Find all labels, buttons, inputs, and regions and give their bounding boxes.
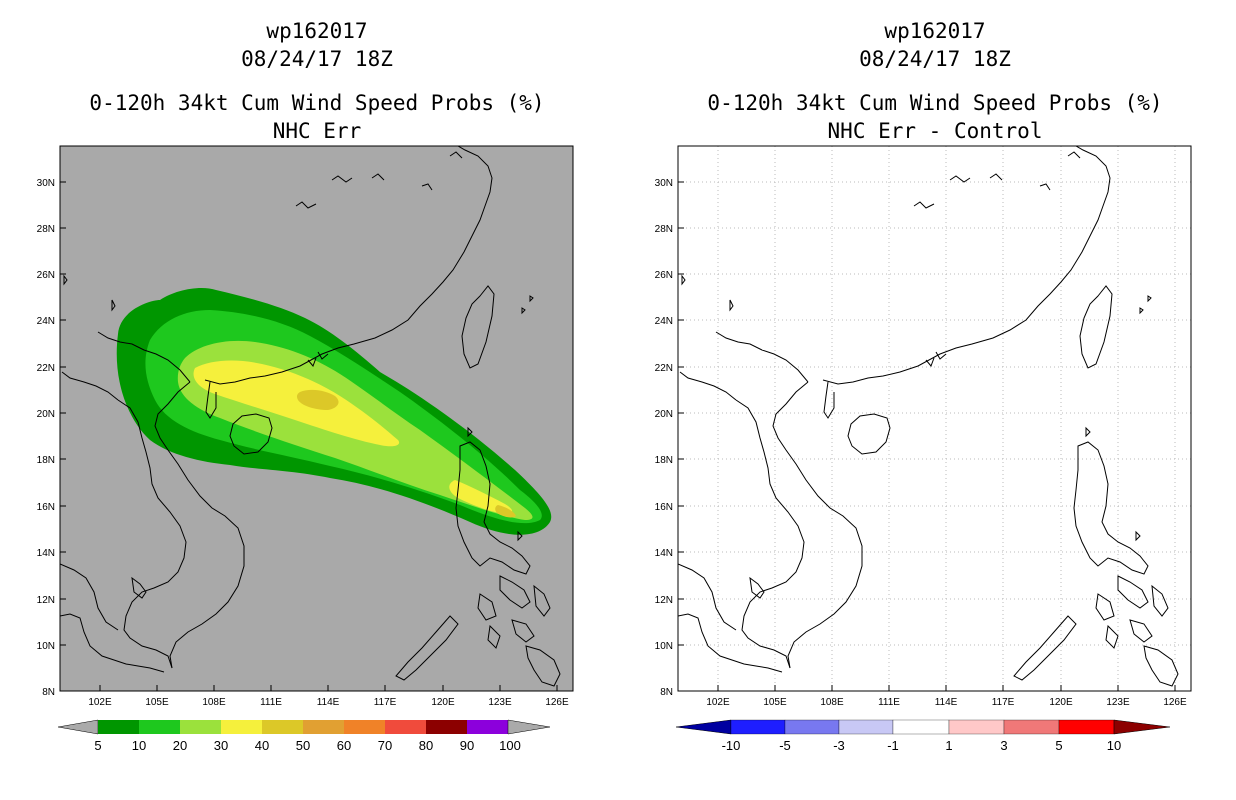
left-colorbar-cell [98,720,139,734]
right-datetime: 08/24/17 18Z [859,47,1011,71]
right-colorbar-label: -3 [833,738,845,753]
right-lat-label: 12N [655,595,673,606]
left-colorbar-cell [180,720,221,734]
left-lat-label: 28N [37,224,55,235]
left-colorbar-cell [262,720,303,734]
right-lat-label: 24N [655,316,673,327]
right-colorbar-label: -5 [779,738,791,753]
left-colorbar-label: 40 [255,738,269,753]
left-colorbar-label: 50 [296,738,310,753]
left-lon-label: 108E [202,697,226,708]
right-lon-label: 123E [1106,697,1130,708]
left-map: 30N 28N 26N 24N 22N 20N 18N 16N 14N 12N … [37,145,574,708]
left-lon-label: 120E [431,697,455,708]
left-lon-label: 114E [317,697,340,708]
left-colorbar-label: 20 [173,738,187,753]
right-colorbar-label: 10 [1107,738,1121,753]
left-subtitle: NHC Err [272,119,362,143]
left-lat-label: 14N [37,548,55,559]
right-colorbar-label: 5 [1055,738,1062,753]
right-colorbar-cell [730,719,786,735]
left-lat-label: 12N [37,595,55,606]
left-lon-label: 105E [145,697,169,708]
right-subtitle: NHC Err - Control [827,119,1043,143]
left-lon-label: 126E [545,697,569,708]
right-colorbar: -10 -5 -3 -1 1 3 5 10 [675,719,1171,753]
right-colorbar-label: 1 [945,738,952,753]
left-colorbar: 5 10 20 30 40 50 60 70 80 90 100 [57,719,551,753]
left-lat-label: 26N [37,270,55,281]
right-lon-label: 114E [935,697,958,708]
left-colorbar-cell [139,720,180,734]
left-probability-swath [116,288,552,535]
left-colorbar-label: 30 [214,738,228,753]
left-lon-label: 111E [260,697,282,708]
right-lon-label: 105E [763,697,787,708]
right-colorbar-cell [892,719,950,735]
left-lat-label: 24N [37,316,55,327]
left-colorbar-label: 90 [460,738,474,753]
left-lon-label: 117E [374,697,397,708]
right-lat-label: 30N [655,178,673,189]
right-colorbar-end-left [675,719,732,735]
right-lat-label: 10N [655,641,673,652]
left-colorbar-cell [303,720,344,734]
right-lon-label: 117E [992,697,1015,708]
right-lat-label: 26N [655,270,673,281]
left-title: 0-120h 34kt Cum Wind Speed Probs (%) [89,91,545,115]
left-colorbar-label: 60 [337,738,351,753]
left-lat-label: 16N [37,502,55,513]
right-colorbar-cell [784,719,840,735]
right-storm-id: wp162017 [884,19,986,43]
right-lat-label: 22N [655,363,673,374]
left-colorbar-cell [467,720,508,734]
left-colorbar-end-left [57,719,99,735]
right-map-background [678,146,1191,691]
left-colorbar-cell [426,720,467,734]
left-colorbar-end-right [507,719,551,735]
left-colorbar-cell [344,720,385,734]
right-lat-label: 20N [655,409,673,420]
right-colorbar-label: -10 [722,738,741,753]
right-lat-label: 16N [655,502,673,513]
right-lon-label: 126E [1163,697,1187,708]
right-lon-label: 102E [706,697,730,708]
right-lon-label: 111E [878,697,900,708]
right-colorbar-label: 3 [1000,738,1007,753]
left-storm-id: wp162017 [266,19,368,43]
right-colorbar-cell [948,719,1005,735]
right-colorbar-label: -1 [887,738,899,753]
right-lat-label: 14N [655,548,673,559]
left-colorbar-cell [385,720,426,734]
left-colorbar-label: 5 [94,738,101,753]
right-lat-label: 8N [660,687,673,698]
right-colorbar-end-right [1113,719,1171,735]
right-title: 0-120h 34kt Cum Wind Speed Probs (%) [707,91,1163,115]
left-colorbar-label: 100 [499,738,521,753]
left-datetime: 08/24/17 18Z [241,47,393,71]
left-lat-label: 20N [37,409,55,420]
right-lat-label: 18N [655,455,673,466]
right-map: 30N 28N 26N 24N 22N 20N 18N 16N 14N 12N … [655,145,1192,708]
left-lat-label: 8N [42,687,55,698]
right-lon-label: 120E [1049,697,1073,708]
left-colorbar-label: 10 [132,738,146,753]
left-lat-label: 22N [37,363,55,374]
right-gridlines [678,146,1191,691]
right-lat-label: 28N [655,224,673,235]
right-colorbar-cell [1058,719,1115,735]
left-lon-label: 102E [88,697,112,708]
left-colorbar-label: 80 [419,738,433,753]
left-lat-label: 18N [37,455,55,466]
left-colorbar-label: 70 [378,738,392,753]
left-lon-label: 123E [488,697,512,708]
right-map-frame [677,145,1192,692]
left-colorbar-cell [221,720,262,734]
left-map-frame [59,145,574,692]
right-colorbar-cell [838,719,894,735]
right-lon-label: 108E [820,697,844,708]
right-colorbar-cell [1003,719,1060,735]
left-lat-label: 10N [37,641,55,652]
left-lat-label: 30N [37,178,55,189]
